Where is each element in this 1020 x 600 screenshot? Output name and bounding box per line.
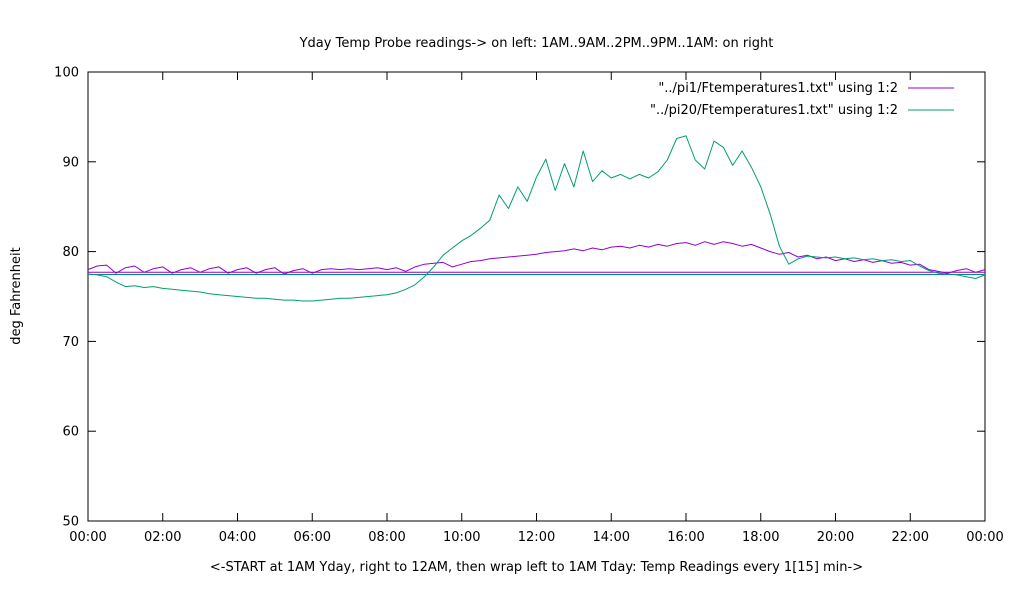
y-tick-label: 90 <box>62 155 79 170</box>
x-tick-label: 10:00 <box>443 530 480 545</box>
x-tick-label: 18:00 <box>742 530 779 545</box>
x-tick-label: 08:00 <box>368 530 405 545</box>
x-tick-label: 06:00 <box>294 530 331 545</box>
x-tick-label: 22:00 <box>892 530 929 545</box>
x-axis-label: <-START at 1AM Yday, right to 12AM, then… <box>209 560 864 575</box>
legend-label-1: "../pi20/Ftemperatures1.txt" using 1:2 <box>650 103 898 118</box>
chart-title: Yday Temp Probe readings-> on left: 1AM.… <box>299 36 774 51</box>
x-tick-label: 14:00 <box>593 530 630 545</box>
x-tick-label: 00:00 <box>966 530 1003 545</box>
series-line-1 <box>87 135 986 302</box>
x-tick-label: 00:00 <box>69 530 106 545</box>
x-tick-label: 04:00 <box>219 530 256 545</box>
legend-label-0: "../pi1/Ftemperatures1.txt" using 1:2 <box>658 81 898 96</box>
y-tick-label: 60 <box>62 425 79 440</box>
y-tick-label: 50 <box>62 515 79 530</box>
series-line-0 <box>87 241 986 275</box>
plot-border <box>87 71 986 522</box>
x-tick-label: 16:00 <box>667 530 704 545</box>
x-tick-label: 02:00 <box>144 530 181 545</box>
y-tick-label: 80 <box>62 245 79 260</box>
y-tick-label: 100 <box>54 66 79 81</box>
y-tick-label: 70 <box>62 335 79 350</box>
x-tick-label: 20:00 <box>817 530 854 545</box>
x-tick-label: 12:00 <box>518 530 555 545</box>
